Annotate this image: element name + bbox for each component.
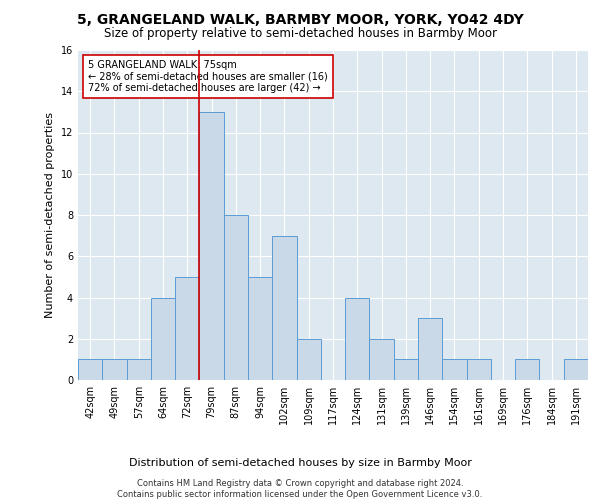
Text: Contains HM Land Registry data © Crown copyright and database right 2024.: Contains HM Land Registry data © Crown c…: [137, 479, 463, 488]
Bar: [370, 339, 394, 380]
Bar: [224, 215, 248, 380]
Bar: [102, 360, 127, 380]
Bar: [296, 339, 321, 380]
Bar: [78, 360, 102, 380]
Bar: [515, 360, 539, 380]
Text: Distribution of semi-detached houses by size in Barmby Moor: Distribution of semi-detached houses by …: [128, 458, 472, 468]
Text: Size of property relative to semi-detached houses in Barmby Moor: Size of property relative to semi-detach…: [104, 28, 497, 40]
Bar: [151, 298, 175, 380]
Bar: [199, 112, 224, 380]
Text: 5 GRANGELAND WALK: 75sqm
← 28% of semi-detached houses are smaller (16)
72% of s: 5 GRANGELAND WALK: 75sqm ← 28% of semi-d…: [88, 60, 328, 93]
Bar: [248, 277, 272, 380]
Y-axis label: Number of semi-detached properties: Number of semi-detached properties: [45, 112, 55, 318]
Text: Contains public sector information licensed under the Open Government Licence v3: Contains public sector information licen…: [118, 490, 482, 499]
Bar: [418, 318, 442, 380]
Bar: [442, 360, 467, 380]
Text: 5, GRANGELAND WALK, BARMBY MOOR, YORK, YO42 4DY: 5, GRANGELAND WALK, BARMBY MOOR, YORK, Y…: [77, 12, 523, 26]
Bar: [175, 277, 199, 380]
Bar: [345, 298, 370, 380]
Bar: [394, 360, 418, 380]
Bar: [127, 360, 151, 380]
Bar: [272, 236, 296, 380]
Bar: [467, 360, 491, 380]
Bar: [564, 360, 588, 380]
